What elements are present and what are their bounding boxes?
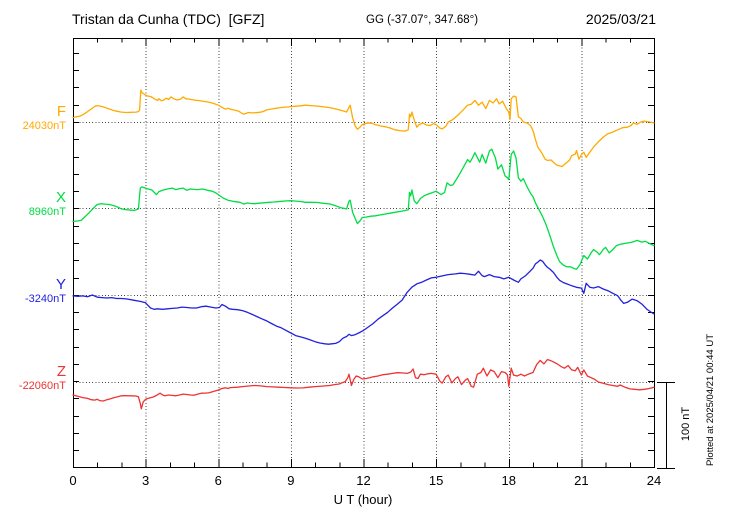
x-tick-label-9: 9 <box>287 473 295 488</box>
x-tick-label-24: 24 <box>646 473 662 488</box>
trace-letter-Z: Z <box>56 363 66 380</box>
trace-baseline-value-F: 24030nT <box>22 120 66 132</box>
x-tick-label-3: 3 <box>142 473 150 488</box>
trace-label-F: F 24030nT <box>0 104 66 133</box>
trace-baseline-value-Z: -22060nT <box>18 380 66 392</box>
x-tick-label-6: 6 <box>214 473 222 488</box>
trace-baseline-value-X: 8960nT <box>28 206 66 218</box>
scale-bar-label: 100 nT <box>680 406 692 442</box>
trace-letter-X: X <box>55 189 66 206</box>
geographic-coordinates: GG (-37.07°, 347.68°) <box>366 14 479 26</box>
plot-date: 2025/03/21 <box>585 11 656 27</box>
x-tick-label-21: 21 <box>574 473 589 488</box>
station-title: Tristan da Cunha (TDC) [GFZ] <box>72 11 265 27</box>
trace-label-Y: Y -3240nT <box>0 277 66 306</box>
trace-label-Z: Z -22060nT <box>0 364 66 393</box>
x-tick-label-0: 0 <box>69 473 77 488</box>
x-tick-label-15: 15 <box>428 473 444 488</box>
x-tick-label-12: 12 <box>356 473 371 488</box>
x-axis-title: U T (hour) <box>333 492 393 507</box>
plotted-at-note: Plotted at 2025/04/21 00:44 UT <box>705 333 716 467</box>
trace-Y <box>72 259 655 345</box>
trace-F <box>72 89 655 168</box>
x-tick-label-18: 18 <box>501 473 516 488</box>
trace-letter-F: F <box>56 103 66 120</box>
trace-baseline-value-Y: -3240nT <box>25 293 66 305</box>
trace-letter-Y: Y <box>55 276 66 293</box>
trace-label-X: X 8960nT <box>0 190 66 219</box>
trace-Z <box>72 358 655 410</box>
trace-X <box>72 148 655 270</box>
